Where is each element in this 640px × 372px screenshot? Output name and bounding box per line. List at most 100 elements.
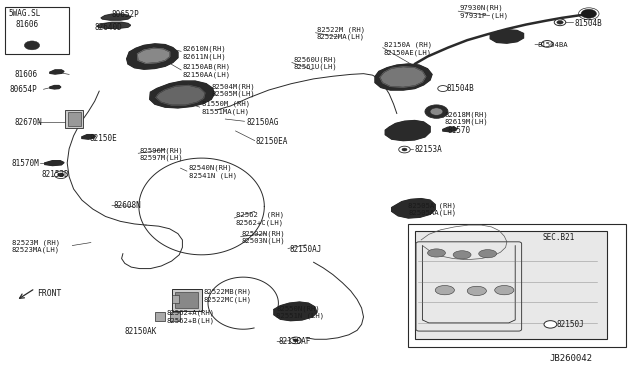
Text: 82150A (RH): 82150A (RH) <box>384 41 432 48</box>
Bar <box>5 7 69 54</box>
Polygon shape <box>380 67 426 87</box>
Circle shape <box>24 41 40 50</box>
Text: 82150J: 82150J <box>557 320 584 329</box>
Bar <box>65 110 83 128</box>
Polygon shape <box>443 127 457 132</box>
Text: 82522MC(LH): 82522MC(LH) <box>204 296 252 303</box>
Text: 82150AA(LH): 82150AA(LH) <box>182 72 230 78</box>
Circle shape <box>438 86 448 92</box>
Circle shape <box>54 171 67 179</box>
Text: 82150EA: 82150EA <box>256 137 289 146</box>
Bar <box>68 112 81 126</box>
Text: 81570M: 81570M <box>12 159 39 168</box>
Polygon shape <box>375 64 432 90</box>
Polygon shape <box>490 30 524 43</box>
Text: 82505A (RH): 82505A (RH) <box>408 202 456 209</box>
Circle shape <box>581 9 596 18</box>
Text: 82618M(RH): 82618M(RH) <box>445 111 488 118</box>
Polygon shape <box>82 135 95 139</box>
Text: 82522M (RH): 82522M (RH) <box>317 26 365 33</box>
Text: 81551MA(LH): 81551MA(LH) <box>202 108 250 115</box>
Circle shape <box>430 108 443 115</box>
Text: 82150AG: 82150AG <box>246 118 279 126</box>
Text: 82153A: 82153A <box>415 145 442 154</box>
Ellipse shape <box>435 286 454 295</box>
Text: 5WAG.SL: 5WAG.SL <box>8 9 41 17</box>
Text: 82610N(RH): 82610N(RH) <box>182 45 226 52</box>
Text: 82670N: 82670N <box>14 118 42 127</box>
Ellipse shape <box>467 286 486 295</box>
Text: 81504B: 81504B <box>447 84 474 93</box>
Circle shape <box>544 321 557 328</box>
Text: 81570: 81570 <box>448 126 471 135</box>
Polygon shape <box>97 22 131 28</box>
Bar <box>155 312 165 321</box>
Text: 82153D: 82153D <box>42 170 69 179</box>
Text: 81606: 81606 <box>14 70 37 79</box>
Circle shape <box>293 339 298 342</box>
Polygon shape <box>274 302 317 321</box>
Text: 82611N(LH): 82611N(LH) <box>182 53 226 60</box>
Text: JB260042: JB260042 <box>549 355 592 363</box>
Text: 82523M (RH): 82523M (RH) <box>12 239 60 246</box>
Text: 82150E: 82150E <box>90 134 117 143</box>
Text: 82505AA(LH): 82505AA(LH) <box>408 209 456 216</box>
Circle shape <box>290 337 301 344</box>
Text: 82562+A(RH): 82562+A(RH) <box>166 310 214 317</box>
Text: 82551N (LH): 82551N (LH) <box>276 313 324 320</box>
Text: 82150AF: 82150AF <box>278 337 311 346</box>
Bar <box>415 231 607 339</box>
Polygon shape <box>385 121 430 141</box>
Text: 80652P: 80652P <box>112 10 140 19</box>
Text: 82150AJ: 82150AJ <box>289 245 322 254</box>
Polygon shape <box>392 199 435 218</box>
Polygon shape <box>156 86 205 105</box>
Text: 82562+C(LH): 82562+C(LH) <box>236 219 284 226</box>
Text: 82640D: 82640D <box>95 23 122 32</box>
Circle shape <box>425 105 448 118</box>
Text: 97931P (LH): 97931P (LH) <box>460 12 508 19</box>
Text: 81504BA: 81504BA <box>538 42 568 48</box>
Circle shape <box>554 19 566 26</box>
Circle shape <box>399 146 410 153</box>
Text: 82597M(LH): 82597M(LH) <box>140 155 183 161</box>
Text: 82608N: 82608N <box>114 201 141 210</box>
Text: 82523MA(LH): 82523MA(LH) <box>12 247 60 253</box>
Circle shape <box>557 20 563 24</box>
Text: 82150AE(LH): 82150AE(LH) <box>384 49 432 56</box>
Text: 82522MB(RH): 82522MB(RH) <box>204 289 252 295</box>
Text: 80654P: 80654P <box>10 85 37 94</box>
Text: 82596M(RH): 82596M(RH) <box>140 147 183 154</box>
Bar <box>172 289 202 311</box>
Text: 81606: 81606 <box>16 20 39 29</box>
Text: 82550N(RH): 82550N(RH) <box>276 305 320 312</box>
Circle shape <box>541 41 553 47</box>
Text: 82560U(RH): 82560U(RH) <box>293 56 337 63</box>
Text: 82561U(LH): 82561U(LH) <box>293 64 337 70</box>
Circle shape <box>58 173 64 177</box>
Ellipse shape <box>453 251 471 259</box>
Text: 81550M (RH): 81550M (RH) <box>202 101 250 108</box>
Text: 82541N (LH): 82541N (LH) <box>189 172 237 179</box>
Text: SEC.B21: SEC.B21 <box>543 233 575 242</box>
Text: 97930N(RH): 97930N(RH) <box>460 5 503 12</box>
Text: 82619M(LH): 82619M(LH) <box>445 119 488 125</box>
Text: 81504B: 81504B <box>575 19 602 28</box>
Text: 82522MA(LH): 82522MA(LH) <box>317 34 365 41</box>
Bar <box>408 224 626 347</box>
Polygon shape <box>138 48 170 63</box>
Ellipse shape <box>495 286 514 295</box>
Text: 82562  (RH): 82562 (RH) <box>236 212 284 218</box>
Bar <box>172 295 179 303</box>
Ellipse shape <box>479 250 497 258</box>
Polygon shape <box>127 44 178 69</box>
Text: 82502N(RH): 82502N(RH) <box>242 230 285 237</box>
Polygon shape <box>45 161 64 166</box>
Circle shape <box>402 148 407 151</box>
Text: 82540N(RH): 82540N(RH) <box>189 165 232 171</box>
Text: 82505M(LH): 82505M(LH) <box>211 90 255 97</box>
Polygon shape <box>50 86 61 89</box>
Polygon shape <box>101 14 131 20</box>
Bar <box>175 292 198 308</box>
Text: 82503N(LH): 82503N(LH) <box>242 238 285 244</box>
